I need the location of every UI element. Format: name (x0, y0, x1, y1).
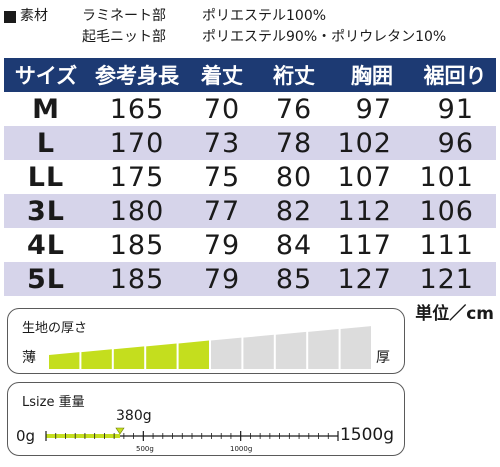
table-row: M 165 70 76 97 91 (4, 92, 496, 126)
cell-hem: 91 (437, 93, 474, 125)
material-part: 起毛ニット部 (82, 29, 166, 45)
cell-length: 77 (186, 194, 258, 228)
cell-chest: 107 (337, 161, 392, 193)
cell-size: 5L (4, 262, 88, 296)
cell-length: 73 (186, 126, 258, 160)
thickness-bar-active (146, 343, 177, 369)
cell-size: M (32, 93, 60, 125)
thin-label: 薄 (22, 350, 36, 366)
header-chest: 胸囲 (330, 58, 414, 92)
weight-fill-bar (46, 434, 120, 438)
thickness-panel: 生地の厚さ 薄 厚 (7, 308, 405, 374)
material-row-knit: 起毛ニット部 ポリエステル90%・ポリウレタン10% (4, 27, 496, 48)
header-sleeve: 裄丈 (258, 58, 330, 92)
cell-sleeve: 80 (275, 161, 313, 193)
thickness-bar-inactive (275, 331, 307, 369)
cell-sleeve: 84 (275, 229, 313, 261)
table-row: LL 175 75 80 107 101 (4, 160, 496, 194)
cell-height: 185 (88, 262, 186, 296)
thickness-bar-inactive (308, 329, 339, 369)
thickness-bar-active (49, 352, 80, 369)
cell-sleeve: 76 (275, 93, 313, 125)
header-hem: 裾回り (414, 58, 496, 92)
weight-tick-1000-label: 1000g (230, 445, 253, 453)
cell-height: 165 (109, 93, 165, 125)
cell-chest: 112 (330, 194, 414, 228)
header-length: 着丈 (186, 58, 258, 92)
cell-length: 75 (203, 161, 241, 193)
cell-height: 180 (88, 194, 186, 228)
cell-hem: 106 (414, 194, 496, 228)
cell-hem: 111 (419, 229, 474, 261)
bullet-square-icon (4, 10, 16, 23)
cell-height: 175 (109, 161, 165, 193)
cell-length: 79 (203, 229, 241, 261)
weight-panel: Lsize 重量 380g 0g 500g 1000g 1500g (7, 382, 405, 456)
table-row: 4L 185 79 84 117 111 (4, 228, 496, 262)
table-row: 3L 180 77 82 112 106 (4, 194, 496, 228)
weight-min-label: 0g (16, 427, 36, 445)
table-row: 5L 185 79 85 127 121 (4, 262, 496, 296)
thick-label: 厚 (376, 350, 390, 366)
thickness-bar-active (81, 349, 112, 369)
cell-sleeve: 85 (258, 262, 330, 296)
thickness-bar-inactive (340, 326, 371, 369)
material-row-laminate: 素材 ラミネート部 ポリエステル100% (4, 6, 496, 27)
cell-size: LL (27, 161, 65, 193)
cell-sleeve: 78 (258, 126, 330, 160)
cell-length: 79 (186, 262, 258, 296)
weight-marker-icon (115, 427, 125, 435)
cell-length: 70 (203, 93, 241, 125)
weight-max-label: 1500g (339, 425, 394, 445)
cell-hem: 121 (414, 262, 496, 296)
cell-hem: 96 (414, 126, 496, 160)
cell-chest: 117 (337, 229, 392, 261)
thickness-bar-active (178, 340, 209, 369)
cell-size: 4L (27, 229, 65, 261)
size-table-header: サイズ 参考身長 着丈 裄丈 胸囲 裾回り (4, 58, 496, 92)
cell-size: L (4, 126, 88, 160)
weight-title: Lsize 重量 (22, 395, 85, 410)
cell-size: 3L (4, 194, 88, 228)
cell-sleeve: 82 (258, 194, 330, 228)
thickness-title: 生地の厚さ (22, 321, 88, 336)
unit-label: 単位／cm (415, 304, 494, 324)
cell-chest: 97 (355, 93, 392, 125)
thickness-bar-inactive (243, 334, 274, 369)
thickness-bar-active (113, 346, 145, 369)
cell-chest: 102 (330, 126, 414, 160)
cell-hem: 101 (419, 161, 474, 193)
material-composition: ポリエステル100% (202, 8, 327, 24)
weight-scale (45, 427, 339, 441)
material-part: ラミネート部 (82, 8, 166, 24)
cell-height: 185 (109, 229, 165, 261)
thickness-bar-inactive (211, 337, 242, 369)
cell-chest: 127 (330, 262, 414, 296)
material-composition: ポリエステル90%・ポリウレタン10% (202, 29, 447, 45)
material-heading: 素材 (20, 8, 48, 24)
weight-value-label: 380g (116, 408, 152, 424)
header-size: サイズ (4, 58, 88, 92)
weight-tick-500-label: 500g (136, 445, 154, 453)
table-row: L 170 73 78 102 96 (4, 126, 496, 160)
size-table: サイズ 参考身長 着丈 裄丈 胸囲 裾回り M 165 70 76 97 91 … (4, 58, 496, 296)
material-section: 素材 ラミネート部 ポリエステル100% 起毛ニット部 ポリエステル90%・ポリ… (4, 6, 496, 48)
thickness-bars (49, 326, 371, 369)
cell-height: 170 (88, 126, 186, 160)
header-height: 参考身長 (88, 58, 186, 92)
